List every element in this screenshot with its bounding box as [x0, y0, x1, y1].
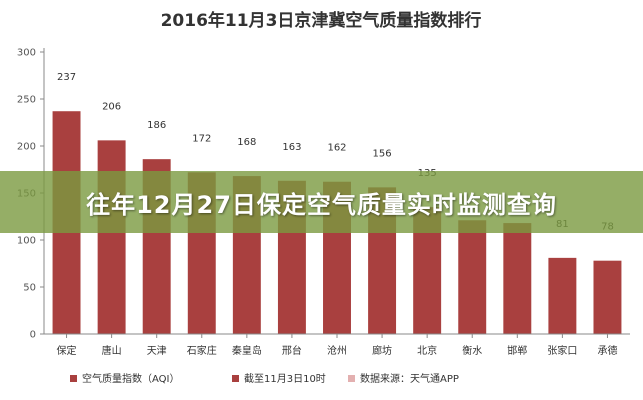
legend-label: 截至11月3日10时 [244, 372, 326, 385]
bar-value-label: 168 [237, 137, 256, 148]
legend-label: 数据来源：天气通APP [360, 372, 459, 385]
x-axis: 保定 唐山 天津 石家庄 秦皇岛 邢台 沧州 廊坊 北京 衡水 邯郸 张家口 承德 [44, 333, 630, 357]
bar [97, 140, 126, 334]
legend-swatch [232, 375, 239, 382]
y-tick-label: 100 [17, 236, 36, 247]
x-tick-label: 北京 [417, 344, 437, 357]
bar [458, 220, 487, 334]
bar-value-label: 156 [373, 148, 392, 159]
bar [593, 260, 622, 334]
x-tick-label: 张家口 [547, 344, 577, 357]
bar [503, 223, 532, 334]
y-tick-label: 200 [17, 142, 36, 153]
bar [548, 257, 577, 334]
legend-label: 空气质量指数（AQI） [82, 372, 180, 385]
y-tick-label: 50 [23, 283, 36, 294]
x-tick-label: 承德 [597, 344, 617, 357]
legend-swatch [70, 375, 77, 382]
x-tick-label: 衡水 [462, 345, 482, 357]
bar-value-label: 206 [102, 101, 121, 112]
legend-swatch [348, 375, 355, 382]
bar-value-label: 163 [282, 142, 301, 153]
bar-value-label: 186 [147, 120, 166, 131]
x-tick-label: 邢台 [282, 344, 302, 357]
chart-title: 2016年11月3日京津冀空气质量指数排行 [161, 10, 482, 31]
y-tick-label: 300 [17, 48, 36, 59]
x-tick-label: 廊坊 [372, 344, 392, 357]
bar-value-label: 162 [327, 143, 346, 154]
x-tick-label: 秦皇岛 [232, 344, 262, 357]
x-tick-label: 石家庄 [187, 344, 217, 357]
bar-value-label: 237 [57, 72, 76, 83]
legend: 空气质量指数（AQI） 截至11月3日10时 数据来源：天气通APP [70, 372, 459, 385]
banner-text: 往年12月27日保定空气质量实时监测查询 [86, 190, 557, 219]
y-tick-label: 0 [30, 330, 36, 341]
x-tick-label: 唐山 [102, 344, 122, 357]
x-tick-label: 天津 [147, 345, 167, 357]
title-banner: 往年12月27日保定空气质量实时监测查询 [0, 171, 643, 233]
x-tick-label: 沧州 [327, 344, 347, 357]
y-tick-label: 250 [17, 95, 36, 106]
x-tick-label: 邯郸 [507, 344, 527, 357]
x-tick-label: 保定 [57, 344, 77, 357]
bar-value-label: 172 [192, 133, 211, 144]
